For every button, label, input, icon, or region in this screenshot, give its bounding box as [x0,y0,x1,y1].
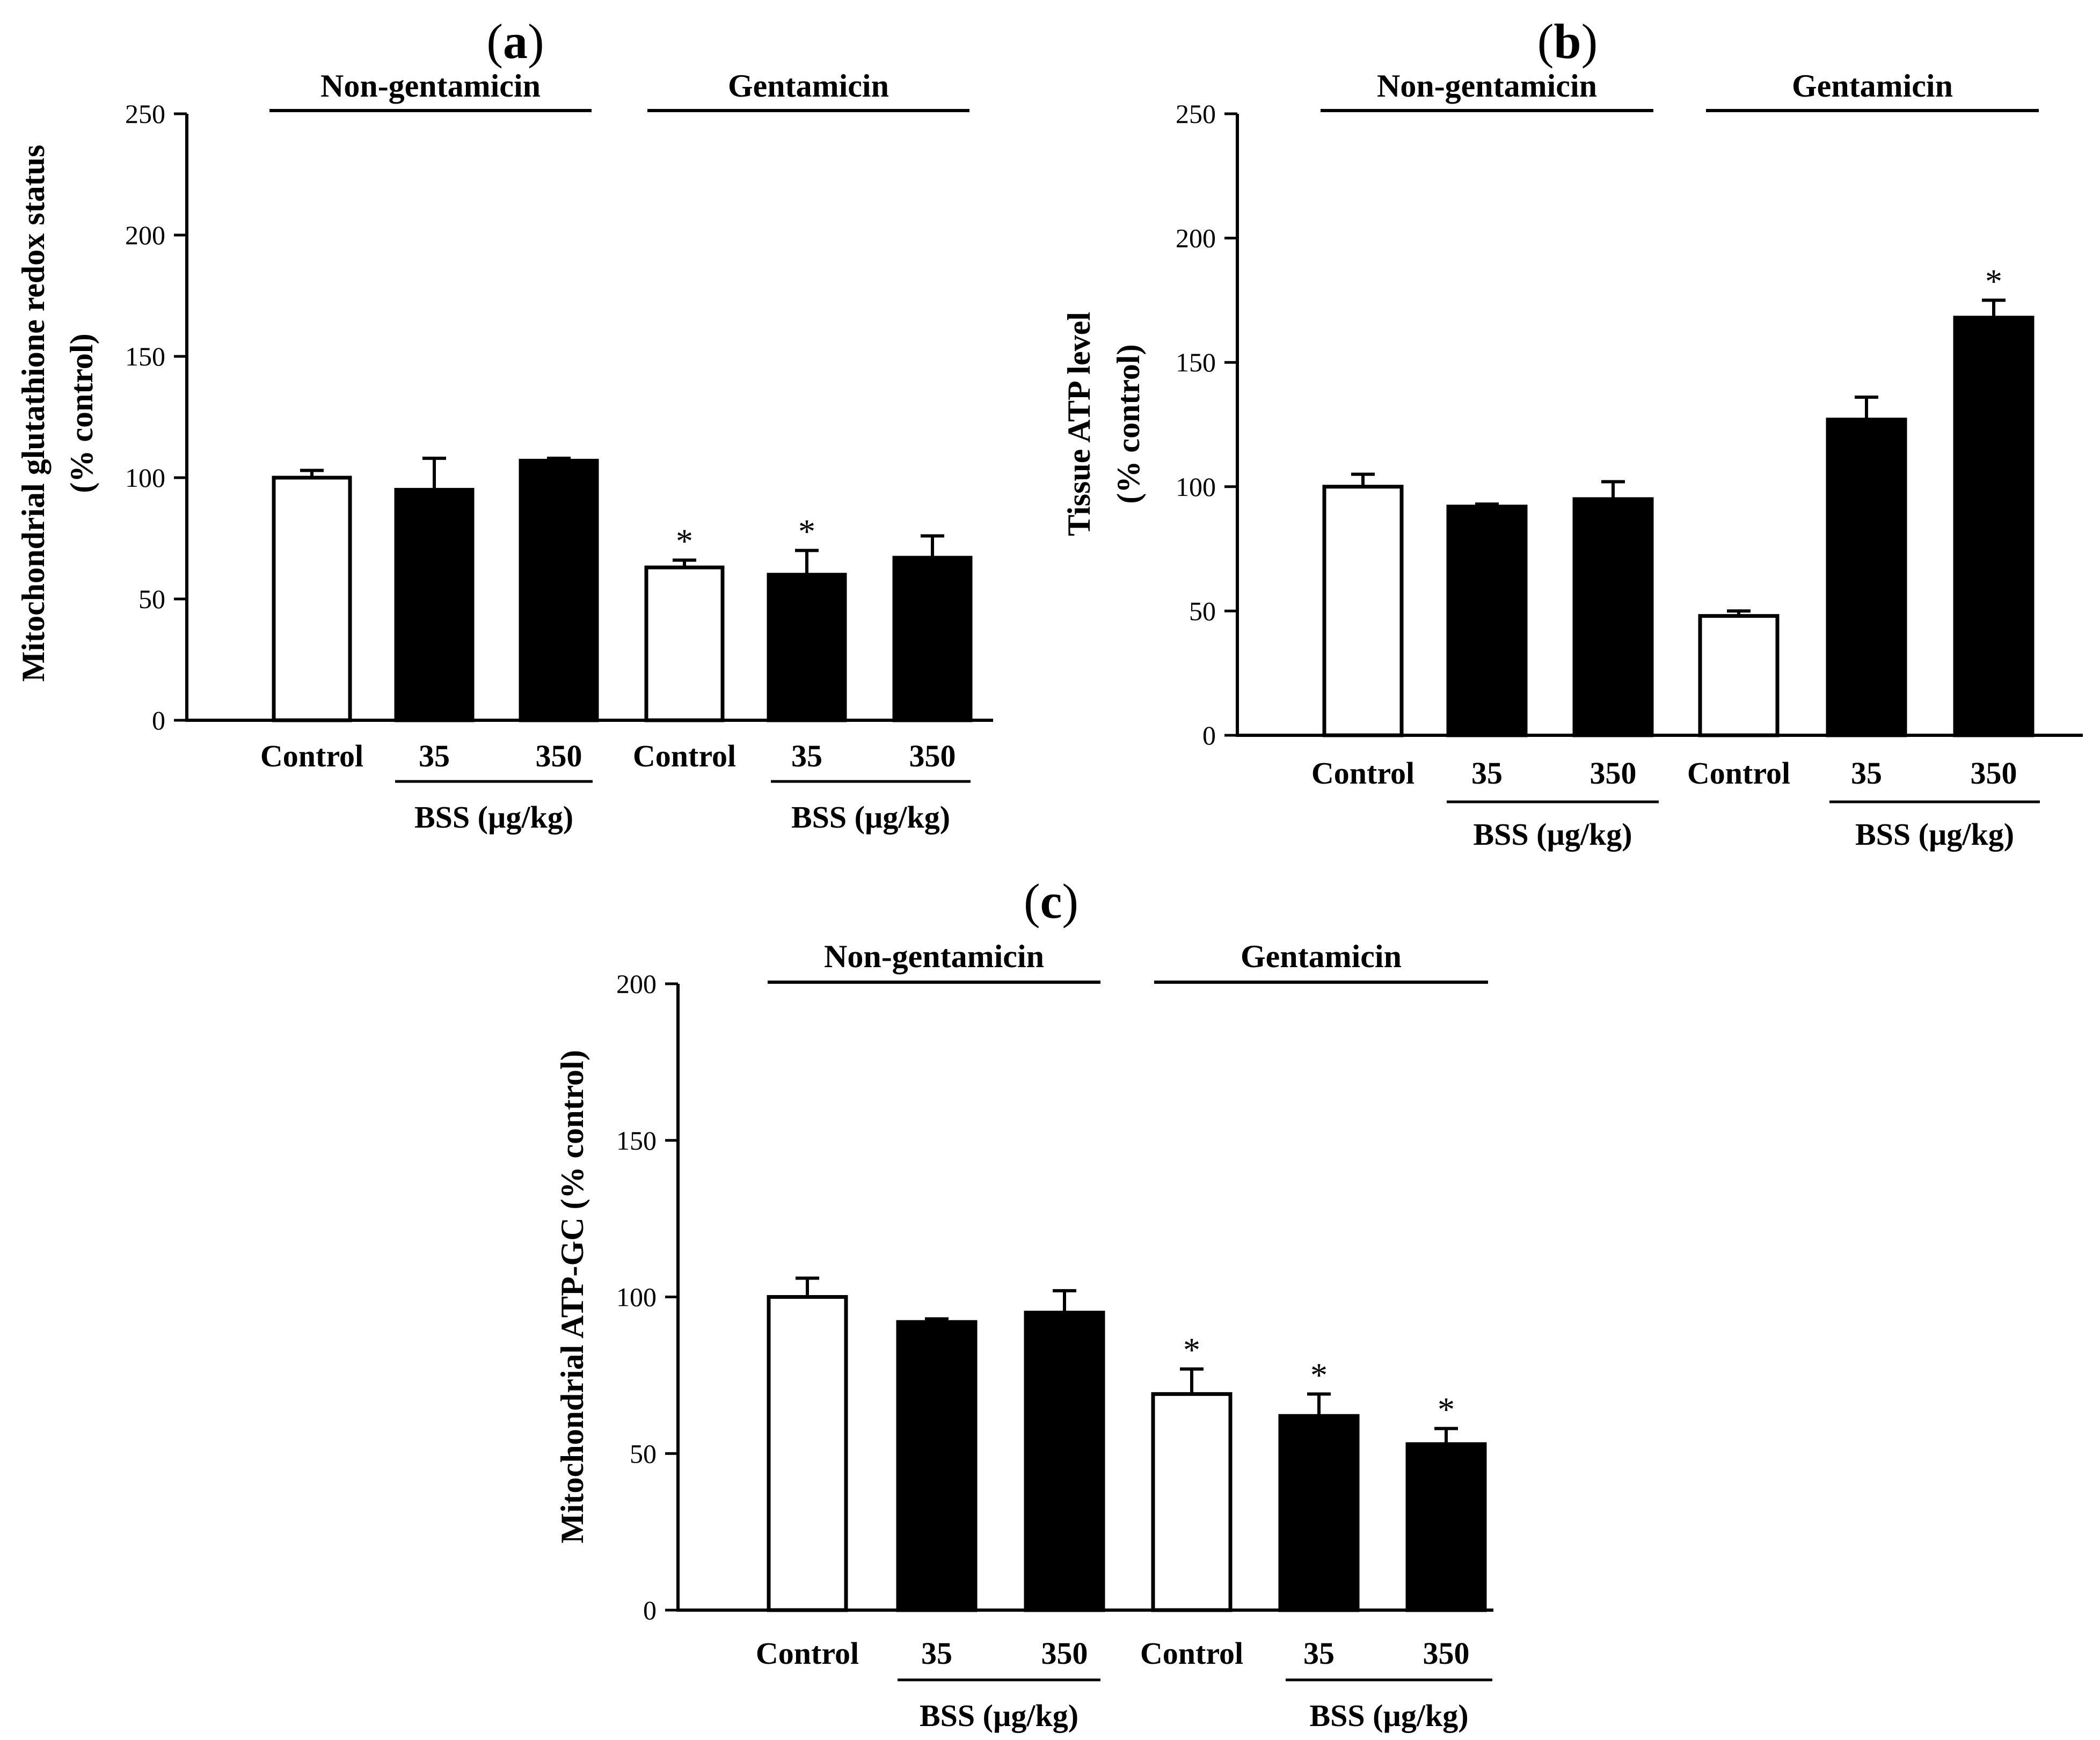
chart-panel-a: 0 50 100 150 200 250 Mitochondrial glutathione… [16,68,993,835]
chart-panel-b: 0 50 100 150 200 250 Tissue ATP level (% contro… [1061,68,2083,852]
group-label: Non-gentamicin [1377,68,1597,104]
category-label: 350 [1971,756,2017,791]
significance-marker: * [798,513,815,551]
panel-label-a: (a) [486,14,544,69]
bar [394,488,475,722]
dose-group-label: BSS (µg/kg) [920,1698,1078,1733]
bar [1698,614,1780,737]
dose-group-label: BSS (µg/kg) [791,800,950,835]
y-tick-label: 50 [630,1438,657,1468]
bar [1572,497,1654,737]
significance-marker: * [1310,1356,1328,1394]
category-label: 350 [536,739,582,773]
significance-marker: * [1183,1331,1200,1369]
category-label: Control [756,1636,859,1671]
y-tick-label: 0 [1202,720,1216,750]
category-label: Control [260,739,363,773]
panel-label-b: (b) [1537,14,1598,69]
bar [896,1320,978,1612]
significance-marker: * [1985,262,2002,300]
y-tick-label: 250 [125,99,165,129]
bar [644,565,725,722]
category-label: 35 [1303,1636,1335,1671]
y-tick-label: 200 [1176,223,1216,253]
y-axis-label: Tissue ATP level [1061,312,1097,536]
y-tick-label: 150 [616,1125,657,1156]
category-label: 350 [1423,1636,1470,1671]
significance-marker: * [1438,1391,1455,1429]
category-label: 350 [1590,756,1637,791]
bar [892,555,973,722]
bar [767,1295,848,1612]
y-tick-label: 50 [1189,596,1216,626]
bar [1278,1414,1360,1612]
bar [1953,316,2035,737]
dose-group-label: BSS (µg/kg) [1473,817,1632,852]
bar [519,458,599,722]
bar [767,573,847,722]
significance-marker: * [676,522,693,560]
y-tick-label: 200 [616,969,657,999]
bar [1151,1392,1233,1612]
category-label: 35 [791,739,822,773]
y-tick-label: 150 [125,341,165,371]
group-label: Gentamicin [1241,939,1402,974]
y-axis-label: (% control) [1111,344,1146,503]
y-axis-label: (% control) [64,333,99,493]
category-label: Control [1140,1636,1243,1671]
category-label: Control [633,739,736,773]
dose-group-label: BSS (µg/kg) [414,800,573,835]
bar [1024,1311,1105,1612]
y-tick-label: 50 [138,584,165,614]
category-label: 35 [419,739,450,773]
group-label: Gentamicin [1792,68,1953,104]
category-label: 35 [1471,756,1503,791]
category-label: Control [1311,756,1414,791]
dose-group-label: BSS (µg/kg) [1309,1698,1468,1733]
category-label: 35 [921,1636,952,1671]
category-label: 350 [909,739,956,773]
y-axis-label: Mitochondrial glutathione redox status [16,145,51,682]
bar [1826,418,1907,737]
y-tick-label: 100 [1176,472,1216,502]
bar [272,476,352,722]
category-label: 35 [1851,756,1882,791]
panel-label-c: (c) [1024,874,1078,929]
y-tick-label: 0 [643,1595,657,1625]
category-label: 350 [1041,1636,1088,1671]
bar [1446,505,1528,737]
chart-panel-c: 0 50 100 150 200 Mitochondrial ATP-GC (% cont… [555,939,1493,1733]
y-tick-label: 250 [1176,99,1216,129]
y-axis-label: Mitochondrial ATP-GC (% control) [555,1050,590,1543]
bar [1405,1442,1487,1612]
y-tick-label: 0 [152,705,165,735]
bar [1322,485,1404,737]
y-tick-label: 100 [125,463,165,493]
group-label: Gentamicin [728,68,889,104]
y-tick-label: 150 [1176,347,1216,377]
category-label: Control [1687,756,1790,791]
dose-group-label: BSS (µg/kg) [1855,817,2014,852]
y-tick-label: 200 [125,220,165,250]
group-label: Non-gentamicin [824,939,1044,974]
group-label: Non-gentamicin [320,68,541,104]
y-tick-label: 100 [616,1282,657,1312]
